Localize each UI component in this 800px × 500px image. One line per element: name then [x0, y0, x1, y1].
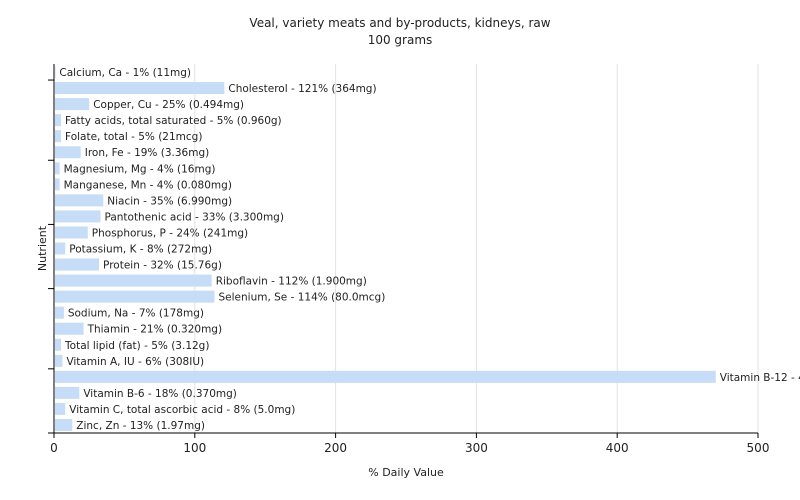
bar: [55, 402, 66, 415]
bar: [55, 98, 90, 111]
bar: [55, 290, 215, 303]
bar: [55, 114, 62, 127]
bar-label: Manganese, Mn - 4% (0.080mg): [64, 179, 232, 191]
bar-label: Protein - 32% (15.76g): [103, 260, 222, 272]
bar-label: Total lipid (fat) - 5% (3.12g): [64, 340, 209, 352]
bar: [55, 386, 80, 399]
bar-label: Vitamin A, IU - 6% (308IU): [66, 356, 204, 368]
x-tick-label: 400: [606, 441, 629, 455]
bar-label: Riboflavin - 112% (1.900mg): [216, 276, 367, 288]
bar: [55, 82, 225, 95]
bar-label: Sodium, Na - 7% (178mg): [68, 308, 204, 320]
bar: [55, 162, 60, 175]
x-tick-label: 300: [465, 441, 488, 455]
bar-label: Zinc, Zn - 13% (1.97mg): [76, 420, 205, 432]
bar: [55, 210, 101, 223]
bar: [55, 274, 212, 287]
bar-label: Niacin - 35% (6.990mg): [107, 195, 232, 207]
bar-label: Phosphorus, P - 24% (241mg): [92, 227, 248, 239]
bar: [55, 178, 60, 191]
y-axis-title: Nutrient: [36, 225, 49, 271]
bar: [55, 194, 104, 207]
x-tick-label: 200: [324, 441, 347, 455]
bar: [55, 354, 63, 367]
bar-label: Folate, total - 5% (21mcg): [65, 131, 202, 143]
bar: [55, 370, 716, 383]
chart-title: Veal, variety meats and by-products, kid…: [249, 16, 551, 30]
bar-label: Thiamin - 21% (0.320mg): [87, 324, 223, 336]
bar: [55, 146, 81, 159]
bar-label: Vitamin B-6 - 18% (0.370mg): [83, 388, 237, 400]
bar-label: Vitamin B-12 - 470% (28.20mcg): [720, 372, 800, 384]
bar: [55, 258, 100, 271]
bar: [55, 306, 64, 319]
bar: [55, 226, 88, 239]
bar: [55, 242, 66, 255]
x-tick-label: 100: [183, 441, 206, 455]
bar: [55, 130, 62, 143]
bar-label: Pantothenic acid - 33% (3.300mg): [104, 211, 283, 223]
bar-label: Magnesium, Mg - 4% (16mg): [64, 163, 216, 175]
bar-label: Vitamin C, total ascorbic acid - 8% (5.0…: [69, 404, 295, 416]
x-tick-label: 0: [50, 441, 58, 455]
x-axis-title: % Daily Value: [368, 466, 444, 479]
bar-label: Fatty acids, total saturated - 5% (0.960…: [65, 115, 282, 127]
bar-label: Cholesterol - 121% (364mg): [228, 83, 376, 95]
bar-label: Selenium, Se - 114% (80.0mcg): [219, 292, 386, 304]
bar-label: Copper, Cu - 25% (0.494mg): [93, 99, 244, 111]
bar-label: Calcium, Ca - 1% (11mg): [59, 67, 191, 79]
bar: [55, 418, 73, 431]
bar: [55, 322, 84, 335]
bar: [55, 338, 62, 351]
bar-label: Potassium, K - 8% (272mg): [69, 244, 212, 256]
bar-label: Iron, Fe - 19% (3.36mg): [85, 147, 209, 159]
x-tick-label: 500: [747, 441, 770, 455]
chart-subtitle: 100 grams: [367, 33, 433, 47]
